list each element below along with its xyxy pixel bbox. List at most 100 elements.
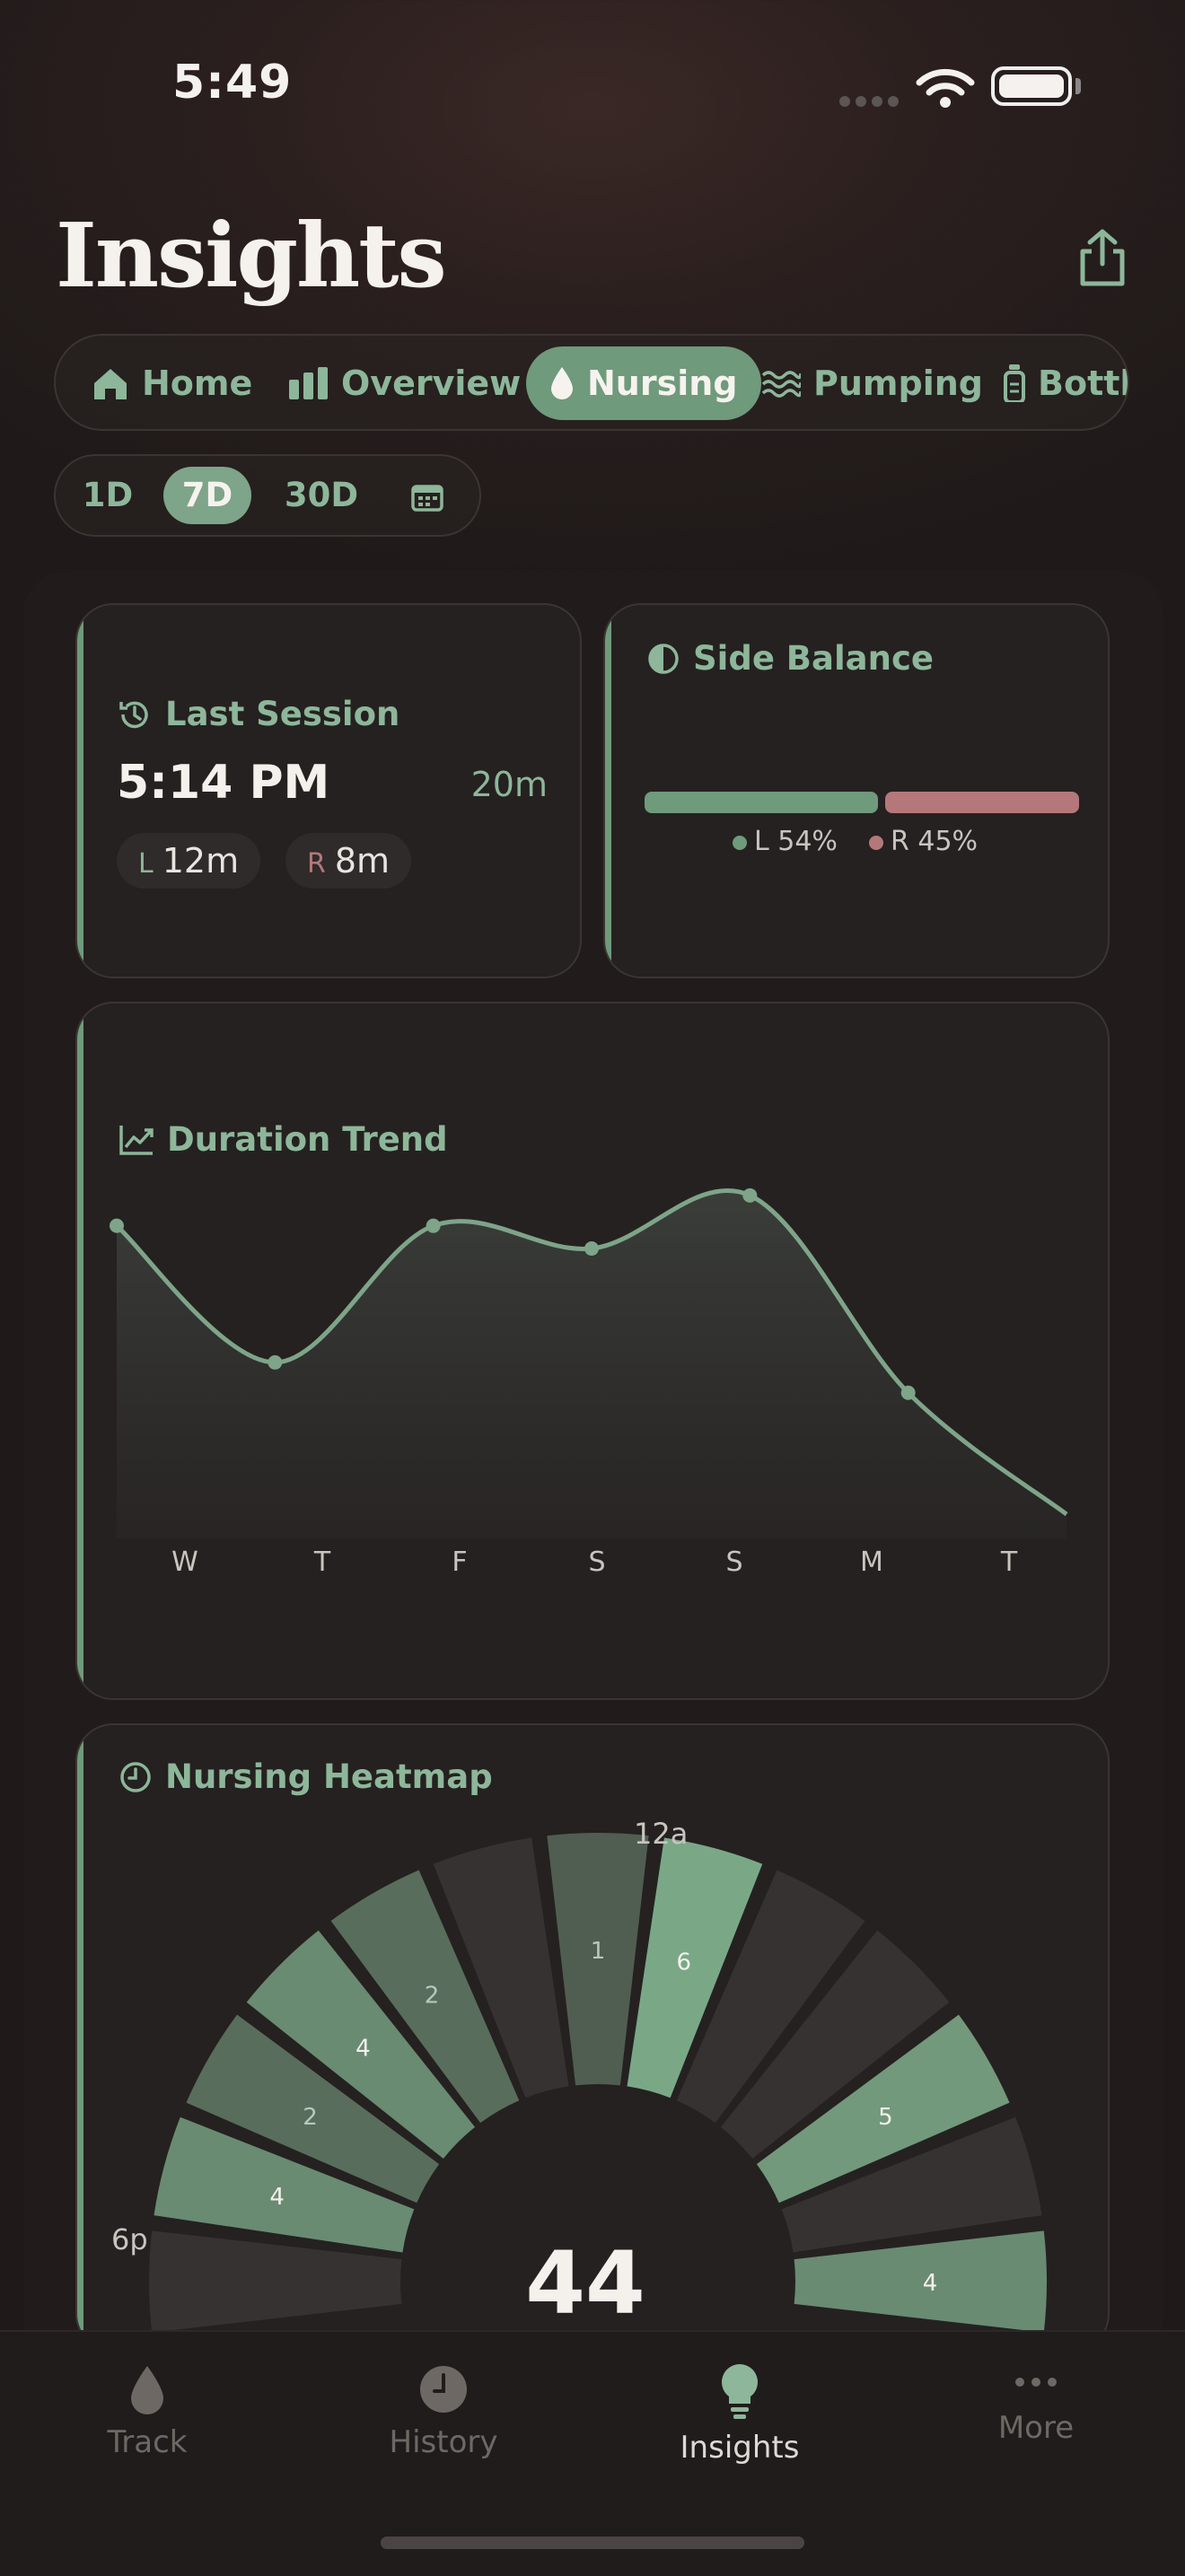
trend-point[interactable]: [268, 1354, 283, 1370]
tab-nursing[interactable]: Nursing: [526, 346, 761, 420]
heatmap-segment-label: 6: [676, 1950, 691, 1976]
tab-overview[interactable]: Overview: [289, 346, 521, 420]
last-session-card[interactable]: Last Session 5:14 PM 20m L 12m R 8m: [75, 603, 582, 978]
heatmap-label-left: 6p: [111, 2222, 148, 2256]
heatmap-segment[interactable]: [547, 1833, 649, 2086]
right-side-letter: R: [307, 848, 326, 880]
range-selector: 1D 7D 30D: [54, 454, 481, 537]
last-session-time: 5:14 PM: [117, 756, 330, 810]
contrast-icon: [648, 643, 679, 674]
x-tick-label: F: [452, 1546, 467, 1578]
heatmap-segment[interactable]: [720, 1930, 950, 2160]
drop-icon: [551, 367, 573, 399]
trend-point[interactable]: [900, 1385, 916, 1400]
last-session-title-text: Last Session: [165, 695, 400, 733]
range-1d[interactable]: 1D: [82, 476, 134, 514]
left-side-value: 12m: [162, 841, 240, 881]
heatmap-segment[interactable]: [149, 2230, 402, 2333]
heatmap-segment[interactable]: [627, 1837, 763, 2098]
trend-point[interactable]: [426, 1218, 441, 1233]
heatmap-total: 44: [525, 2233, 645, 2334]
heatmap-segment[interactable]: [794, 2230, 1047, 2333]
nav-track[interactable]: Track: [57, 2362, 237, 2460]
page-title: Insights: [56, 205, 447, 308]
range-7d[interactable]: 7D: [163, 467, 251, 524]
heatmap-segment[interactable]: [330, 1870, 520, 2124]
share-icon[interactable]: [1075, 228, 1129, 289]
status-time: 5:49: [172, 56, 293, 110]
history-icon: [119, 701, 148, 728]
trend-point[interactable]: [110, 1218, 124, 1233]
home-indicator: [381, 2537, 804, 2549]
bulb-icon: [722, 2364, 758, 2419]
left-legend: L 54%: [733, 826, 838, 857]
x-tick-label: W: [171, 1546, 198, 1578]
heatmap-segment[interactable]: [433, 1837, 569, 2098]
battery-tip: [1075, 78, 1081, 94]
heatmap-segment[interactable]: [676, 1870, 865, 2124]
wifi-icon: [916, 68, 975, 108]
heatmap-segment[interactable]: [186, 2014, 440, 2204]
heatmap-segment[interactable]: [781, 2116, 1042, 2253]
right-balance-bar: [884, 792, 1079, 813]
right-legend: R 45%: [869, 826, 978, 857]
clock-icon: [420, 2366, 467, 2413]
trend-point[interactable]: [584, 1241, 599, 1257]
nav-history[interactable]: History: [354, 2362, 533, 2460]
x-tick-label: T: [1000, 1546, 1018, 1578]
bars-icon: [289, 367, 328, 399]
heatmap-segment[interactable]: [154, 2116, 415, 2253]
right-side-value: 8m: [334, 841, 391, 881]
x-tick-label: S: [588, 1546, 605, 1578]
nav-insights[interactable]: Insights: [650, 2362, 830, 2466]
trend-point[interactable]: [742, 1187, 758, 1203]
heatmap-segment[interactable]: [246, 1930, 476, 2160]
left-side-pill: L 12m: [117, 833, 261, 889]
nav-more[interactable]: More: [946, 2362, 1126, 2446]
drop-icon: [131, 2366, 163, 2414]
cellular-icon: [839, 93, 904, 110]
category-tabs: Home Overview Nursing Pumping Bottle: [54, 334, 1129, 431]
battery-icon: [991, 66, 1072, 106]
trend-area: [117, 1190, 1066, 1538]
nav-label: History: [389, 2424, 498, 2460]
duration-trend-card[interactable]: Duration Trend W T F S S M T: [75, 1002, 1110, 1700]
left-legend-text: L 54%: [754, 826, 838, 857]
nav-label: More: [997, 2410, 1075, 2446]
tab-home[interactable]: Home: [92, 346, 252, 420]
heatmap-segment-label: 4: [269, 2184, 285, 2211]
heatmap-segment-label: 2: [303, 2104, 318, 2131]
tab-label: Nursing: [587, 364, 738, 403]
side-balance-title-text: Side Balance: [693, 639, 934, 678]
left-side-letter: L: [138, 848, 154, 880]
left-balance-bar: [645, 792, 878, 813]
home-icon: [94, 369, 127, 399]
x-tick-label: T: [313, 1546, 331, 1578]
heatmap-segment-label: 5: [878, 2104, 893, 2131]
tab-pumping[interactable]: Pumping: [761, 346, 983, 420]
waves-icon: [761, 371, 801, 398]
nav-label: Track: [107, 2424, 188, 2460]
more-icon: [1015, 2378, 1057, 2387]
tab-bottle[interactable]: Bottle: [1004, 346, 1128, 420]
heatmap-segment-label: 4: [356, 2035, 371, 2062]
x-tick-label: M: [860, 1546, 883, 1578]
heatmap-segment-label: 2: [425, 1983, 440, 2010]
x-tick-label: S: [725, 1546, 742, 1578]
heatmap-segment[interactable]: [756, 2014, 1010, 2204]
heatmap-title-text: Nursing Heatmap: [165, 1757, 493, 1796]
heatmap-title: Nursing Heatmap: [118, 1757, 493, 1796]
tab-label: Overview: [341, 364, 522, 403]
range-30d[interactable]: 30D: [284, 476, 359, 514]
right-side-pill: R 8m: [285, 833, 412, 889]
tab-bar: [0, 2330, 1185, 2576]
heatmap-label-top: 12a: [634, 1817, 689, 1851]
side-balance-title: Side Balance: [646, 639, 934, 678]
heatmap-segment-label: 4: [923, 2270, 938, 2297]
tab-label: Home: [142, 364, 253, 403]
calendar-icon[interactable]: [411, 483, 443, 512]
side-balance-card[interactable]: Side Balance L 54% R 45%: [603, 603, 1110, 978]
